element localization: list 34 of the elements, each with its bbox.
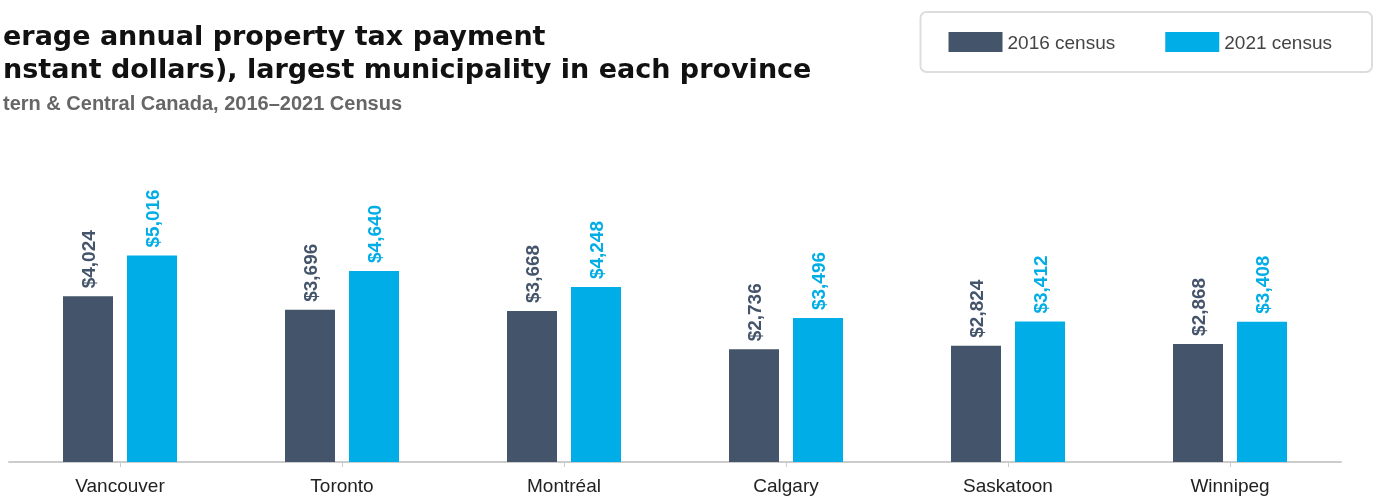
x-tick-label: Calgary — [753, 475, 820, 496]
legend-label: 2016 census — [1007, 31, 1116, 53]
chart-title: erage annual property tax payment nstant dollars), largest municipality in each province — [3, 20, 812, 84]
bar — [63, 296, 113, 462]
bar — [1015, 321, 1065, 462]
bar — [1173, 343, 1223, 462]
data-label: $3,668 — [521, 244, 543, 303]
bar — [285, 309, 335, 462]
x-tick-label: Toronto — [310, 475, 374, 496]
x-tick-label: Vancouver — [75, 475, 166, 496]
data-label: $3,412 — [1029, 255, 1051, 314]
bar — [349, 270, 399, 462]
x-tick-label: Winnipeg — [1190, 475, 1270, 496]
data-label: $2,824 — [965, 279, 987, 338]
data-label: $2,868 — [1187, 277, 1209, 336]
bar — [951, 345, 1001, 462]
bar — [793, 318, 843, 462]
bar — [729, 349, 779, 462]
chart-subtitle: tern & Central Canada, 2016–2021 Census — [3, 92, 403, 114]
data-label: $3,696 — [299, 243, 321, 302]
data-label: $3,408 — [1251, 255, 1273, 314]
data-label: $2,736 — [743, 283, 765, 342]
bar — [507, 311, 557, 462]
legend-label: 2021 census — [1224, 31, 1332, 53]
data-label: $4,248 — [585, 221, 607, 280]
x-tick-label: Saskatoon — [963, 475, 1053, 496]
bar — [571, 287, 621, 462]
data-label: $5,016 — [141, 189, 163, 248]
data-label: $4,024 — [77, 229, 99, 289]
data-label: $3,496 — [807, 251, 829, 311]
x-tick-label: Montréal — [527, 475, 601, 496]
data-label: $4,640 — [363, 204, 385, 263]
bar — [1237, 321, 1287, 462]
bar — [127, 255, 177, 462]
